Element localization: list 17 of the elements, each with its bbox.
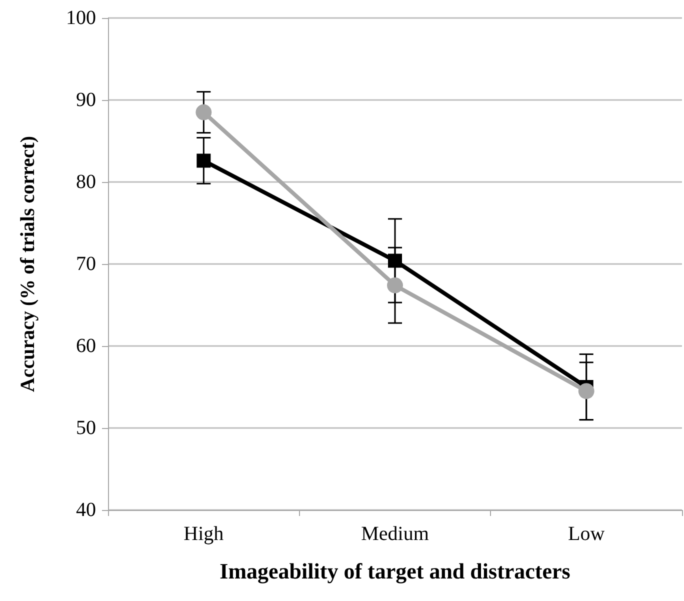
point (578, 383, 594, 400)
y-tick-label: 70 (76, 253, 96, 275)
y-tick-label: 90 (76, 89, 96, 111)
point (196, 104, 212, 120)
y-tick-label: 60 (76, 335, 96, 357)
x-tick-label: High (184, 523, 224, 545)
point (196, 154, 211, 168)
y-tick-label: 40 (76, 499, 96, 521)
y-tick-label: 80 (76, 171, 96, 193)
point (388, 254, 402, 268)
x-tick-label: Medium (361, 523, 430, 545)
y-tick-label: 100 (66, 7, 96, 29)
y-tick-label: 50 (76, 417, 96, 439)
x-tick-label: Low (568, 523, 606, 545)
x-axis-title: Imageability of target and distracters (220, 558, 571, 584)
point (387, 277, 403, 294)
y-axis-title: Accuracy (% of trials correct) (17, 136, 39, 392)
